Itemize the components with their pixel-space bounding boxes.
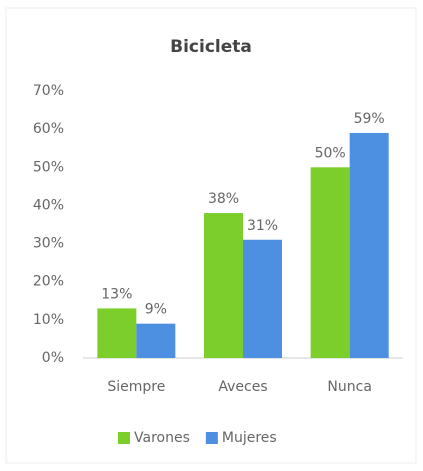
chart-title: Bicicleta <box>170 37 252 57</box>
x-tick-label: Aveces <box>218 379 267 395</box>
x-tick-label: Nunca <box>327 379 372 395</box>
y-tick-label: 0% <box>42 350 64 366</box>
y-tick-label: 20% <box>33 274 64 290</box>
y-tick-label: 60% <box>33 121 64 137</box>
bar <box>97 308 137 358</box>
legend-label: Mujeres <box>222 430 277 446</box>
data-label: 38% <box>208 191 239 207</box>
data-label: 50% <box>315 145 346 161</box>
bar <box>349 132 389 358</box>
data-label: 9% <box>145 302 167 318</box>
y-tick-label: 30% <box>33 236 64 252</box>
data-label: 13% <box>101 286 132 302</box>
bar <box>204 213 243 358</box>
x-tick-label: Siempre <box>107 379 165 395</box>
data-label: 31% <box>247 218 278 234</box>
legend-label: Varones <box>134 430 190 446</box>
chart-border <box>5 7 417 464</box>
bar <box>310 167 350 358</box>
data-label: 59% <box>354 111 385 127</box>
y-tick-label: 40% <box>33 197 64 213</box>
legend-swatch <box>205 432 218 444</box>
y-tick-label: 70% <box>33 83 64 99</box>
bar <box>243 239 282 358</box>
y-tick-label: 50% <box>33 159 64 175</box>
bar <box>136 323 176 358</box>
legend-swatch <box>118 432 130 444</box>
y-tick-label: 10% <box>33 312 64 328</box>
